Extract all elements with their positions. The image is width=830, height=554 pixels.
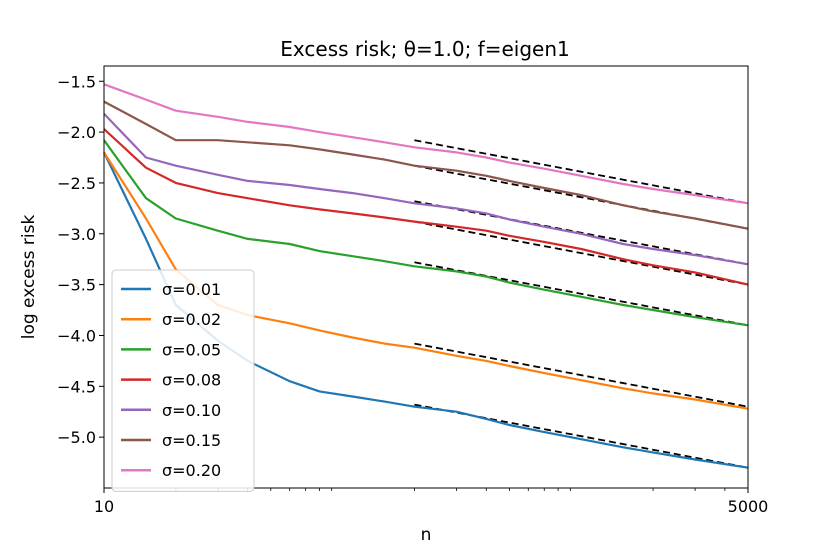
x-axis-ticks: 10 5000 [94,488,769,516]
series-line-3 [103,139,749,327]
y-tick-label: −2.0 [57,123,96,142]
legend-label: σ=0.05 [162,340,221,359]
legend: σ=0.01 σ=0.02 σ=0.05 σ=0.08 σ=0.10 σ=0.15 σ=0.… [111,269,255,492]
series-line-4 [103,128,749,286]
y-axis-ticks: −1.5 −2.0 −2.5 −3.0 −3.5 −4.0 −4.5 −5.0 [57,72,104,447]
series-line-5 [103,113,749,266]
chart-title: Excess risk; θ=1.0; f=eigen1 [280,37,569,61]
x-tick-label: 5000 [728,497,769,516]
reference-line-6 [414,164,749,230]
legend-label: σ=0.02 [162,310,221,329]
y-tick-label: −4.5 [57,377,96,396]
series-line-6 [103,100,749,230]
legend-label: σ=0.20 [162,461,221,480]
plot-area [103,83,749,469]
y-tick-label: −1.5 [57,72,96,91]
legend-label: σ=0.15 [162,431,221,450]
y-tick-label: −4.0 [57,326,96,345]
legend-frame [111,269,255,492]
y-tick-label: −5.0 [57,428,96,447]
y-tick-label: −2.5 [57,174,96,193]
series-line-7 [103,83,749,205]
legend-label: σ=0.01 [162,280,221,299]
x-tick-label: 10 [94,497,114,516]
reference-line-2 [414,342,749,408]
y-tick-label: −3.5 [57,276,96,295]
y-tick-label: −3.0 [57,225,96,244]
y-axis-label: log excess risk [19,215,39,340]
legend-label: σ=0.08 [162,371,221,390]
plot-frame [103,65,749,489]
x-axis-label: n [421,525,432,545]
legend-label: σ=0.10 [162,401,221,420]
reference-line-7 [414,139,749,205]
reference-line-4 [414,220,749,286]
